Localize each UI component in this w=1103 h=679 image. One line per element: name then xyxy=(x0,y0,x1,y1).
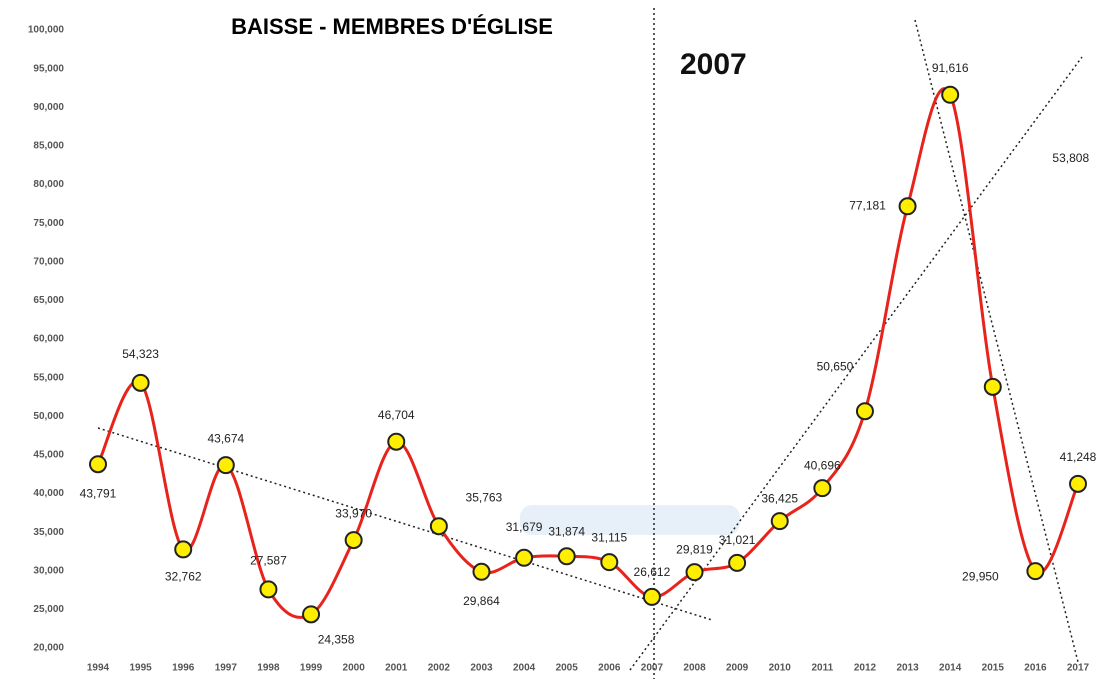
x-tick-label: 1999 xyxy=(300,663,323,674)
data-label: 24,358 xyxy=(318,633,355,647)
annotation: 2007 xyxy=(680,48,747,81)
x-tick-label: 2002 xyxy=(428,663,451,674)
y-tick-label: 35,000 xyxy=(33,527,64,538)
x-tick-label: 2009 xyxy=(726,663,749,674)
marker xyxy=(857,403,873,419)
marker xyxy=(218,457,234,473)
marker xyxy=(942,87,958,103)
marker xyxy=(90,456,106,472)
data-label: 31,021 xyxy=(719,533,756,547)
x-tick-label: 2012 xyxy=(854,663,877,674)
data-label: 91,616 xyxy=(932,61,969,75)
x-tick-label: 2005 xyxy=(556,663,579,674)
y-tick-label: 80,000 xyxy=(33,179,64,190)
marker xyxy=(516,550,532,566)
y-tick-label: 20,000 xyxy=(33,643,64,654)
data-label: 26,612 xyxy=(634,565,671,579)
y-tick-label: 45,000 xyxy=(33,450,64,461)
x-tick-label: 2013 xyxy=(896,663,919,674)
y-tick-label: 50,000 xyxy=(33,411,64,422)
marker xyxy=(388,434,404,450)
y-tick-label: 75,000 xyxy=(33,218,64,229)
data-label: 32,762 xyxy=(165,570,202,584)
marker xyxy=(473,564,489,580)
data-label: 29,819 xyxy=(676,542,713,556)
marker xyxy=(1070,476,1086,492)
x-tick-label: 2000 xyxy=(343,663,366,674)
marker xyxy=(260,581,276,597)
x-tick-label: 2003 xyxy=(470,663,493,674)
data-label: 50,650 xyxy=(817,359,854,373)
x-tick-label: 2014 xyxy=(939,663,962,674)
marker xyxy=(559,548,575,564)
marker xyxy=(687,564,703,580)
marker xyxy=(729,555,745,571)
x-tick-label: 2001 xyxy=(385,663,408,674)
x-tick-label: 2011 xyxy=(811,663,833,674)
x-tick-label: 2006 xyxy=(598,663,621,674)
chart-title: BAISSE - MEMBRES D'ÉGLISE xyxy=(231,14,553,39)
data-label: 27,587 xyxy=(250,554,287,568)
marker xyxy=(346,532,362,548)
x-tick-label: 1998 xyxy=(257,663,280,674)
x-tick-label: 2004 xyxy=(513,663,536,674)
data-label: 53,808 xyxy=(1052,151,1089,165)
marker xyxy=(985,379,1001,395)
marker xyxy=(601,554,617,570)
y-tick-label: 25,000 xyxy=(33,604,64,615)
data-label: 33,970 xyxy=(335,506,372,520)
x-tick-label: 1997 xyxy=(215,663,238,674)
data-label: 36,425 xyxy=(761,491,798,505)
data-label: 77,181 xyxy=(849,198,886,212)
data-label: 29,950 xyxy=(962,569,999,583)
marker xyxy=(814,480,830,496)
data-label: 46,704 xyxy=(378,408,415,422)
data-label: 43,674 xyxy=(207,431,244,445)
x-tick-label: 2017 xyxy=(1067,663,1090,674)
x-tick-label: 1995 xyxy=(129,663,152,674)
data-label: 54,323 xyxy=(122,347,159,361)
data-label: 29,864 xyxy=(463,594,500,608)
x-tick-label: 1996 xyxy=(172,663,195,674)
y-tick-label: 95,000 xyxy=(33,63,64,74)
y-tick-label: 70,000 xyxy=(33,256,64,267)
y-tick-label: 55,000 xyxy=(33,372,64,383)
marker xyxy=(431,518,447,534)
marker xyxy=(133,375,149,391)
y-tick-label: 30,000 xyxy=(33,565,64,576)
y-tick-label: 40,000 xyxy=(33,488,64,499)
x-tick-label: 2008 xyxy=(683,663,706,674)
data-label: 31,115 xyxy=(591,530,627,544)
data-label: 35,763 xyxy=(466,490,503,504)
marker xyxy=(644,589,660,605)
y-tick-label: 85,000 xyxy=(33,141,64,152)
data-label: 40,696 xyxy=(804,458,841,472)
x-tick-label: 2016 xyxy=(1024,663,1047,674)
data-label: 31,874 xyxy=(548,524,585,538)
chart: BAISSE - MEMBRES D'ÉGLISE 2007 20,000 25,… xyxy=(0,0,1103,679)
x-tick-label: 2010 xyxy=(769,663,792,674)
data-label: 43,791 xyxy=(80,486,117,500)
marker xyxy=(900,198,916,214)
y-tick-label: 65,000 xyxy=(33,295,64,306)
y-tick-label: 90,000 xyxy=(33,102,64,113)
marker xyxy=(772,513,788,529)
data-label: 41,248 xyxy=(1060,450,1097,464)
marker xyxy=(175,541,191,557)
y-tick-label: 60,000 xyxy=(33,334,64,345)
x-tick-label: 1994 xyxy=(87,663,110,674)
marker xyxy=(1027,563,1043,579)
y-tick-label: 100,000 xyxy=(28,25,65,36)
x-tick-label: 2007 xyxy=(641,663,664,674)
marker xyxy=(303,606,319,622)
x-tick-label: 2015 xyxy=(982,663,1005,674)
data-label: 31,679 xyxy=(506,520,543,534)
